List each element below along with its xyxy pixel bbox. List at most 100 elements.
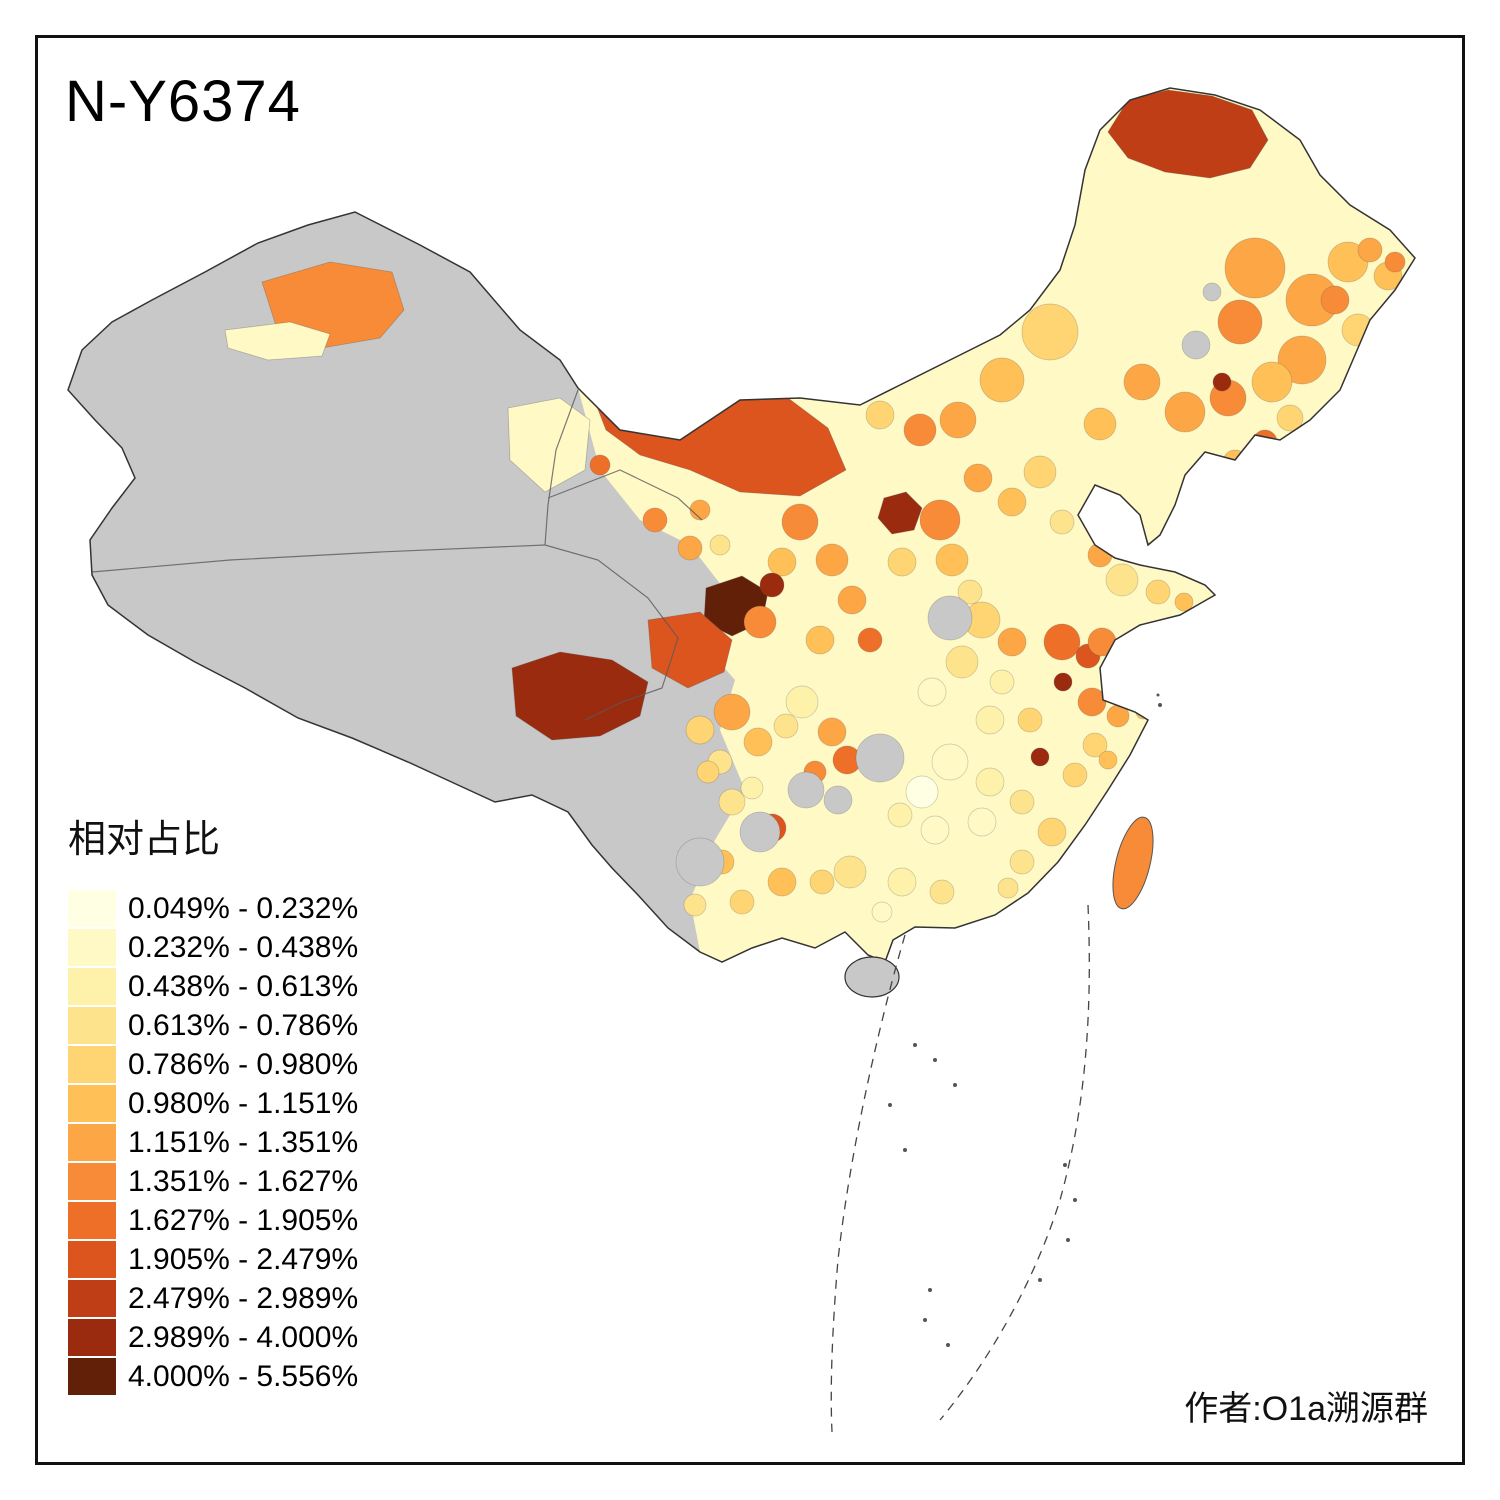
prefecture-cell (1105, 563, 1139, 597)
prefecture-cell (1098, 750, 1118, 770)
prefecture-cell (1251, 361, 1293, 403)
legend-item: 0.232% - 0.438% (68, 928, 358, 967)
prefecture-cell (677, 535, 703, 561)
prefecture-cell (1145, 579, 1171, 605)
prefecture-cell (1110, 650, 1134, 674)
author-credit: 作者:O1a溯源群 (1184, 1390, 1428, 1428)
south-china-sea-islands (888, 693, 1162, 1347)
prefecture-cell (903, 413, 937, 447)
legend: 相对占比 0.049% - 0.232% 0.232% - 0.438% 0.438… (68, 808, 358, 1396)
prefecture-cell (1384, 251, 1406, 273)
legend-title: 相对占比 (68, 819, 221, 861)
prefecture-cell (696, 760, 720, 784)
legend-item: 0.438% - 0.613% (68, 967, 358, 1006)
legend-swatch (68, 929, 116, 966)
no-data-cell (1181, 330, 1211, 360)
no-data-cell (823, 785, 853, 815)
prefecture-cell (1030, 747, 1050, 767)
prefecture-patch (647, 611, 733, 689)
legend-swatch (68, 1358, 116, 1395)
prefecture-cell (759, 572, 785, 598)
legend-item: 4.000% - 5.556% (68, 1357, 358, 1396)
prefecture-cell (1276, 404, 1304, 432)
legend-swatch (68, 890, 116, 927)
prefecture-cell (767, 547, 797, 577)
legend-swatch (68, 1202, 116, 1239)
prefecture-cell (713, 693, 751, 731)
prefecture-cell (815, 543, 849, 577)
country-outline (67, 87, 1416, 963)
prefecture-cell (1009, 849, 1035, 875)
no-data-cell (855, 733, 905, 783)
prefecture-patch (224, 321, 331, 361)
prefecture-cell (919, 499, 961, 541)
province-borders (91, 389, 703, 721)
prefecture-cell (1087, 627, 1117, 657)
prefecture-cell (1043, 623, 1081, 661)
prefecture-cell (589, 454, 611, 476)
prefecture-cell (1224, 237, 1286, 299)
prefecture-cell (1357, 237, 1383, 263)
legend-label: 0.438% - 0.613% (128, 969, 359, 1003)
prefecture-cell (1341, 313, 1375, 347)
legend-label: 1.627% - 1.905% (128, 1203, 359, 1237)
prefecture-cell (1077, 687, 1107, 717)
legend-item: 1.151% - 1.351% (68, 1123, 358, 1162)
prefecture-cell (837, 585, 867, 615)
prefecture-cell (871, 901, 893, 923)
prefecture-cell (857, 627, 883, 653)
no-data-cell (739, 811, 781, 853)
prefecture-cell (865, 400, 895, 430)
prefecture-cell (1217, 299, 1263, 345)
prefecture-cell (1083, 407, 1117, 441)
prefecture-cell (817, 717, 847, 747)
prefecture-cell (887, 547, 917, 577)
prefecture-cell (685, 715, 715, 745)
prefecture-cell (1123, 363, 1161, 401)
prefecture-cell (1082, 732, 1108, 758)
data-region-base (578, 88, 1415, 962)
prefecture-cell (833, 855, 867, 889)
prefecture-cell (743, 605, 777, 639)
prefecture-cell (997, 487, 1027, 517)
prefecture-cell (939, 401, 977, 439)
legend-swatch (68, 1280, 116, 1317)
prefecture-cell (805, 625, 835, 655)
no-data-cell (675, 837, 725, 887)
prefecture-cell (767, 867, 797, 897)
prefecture-cell (1222, 449, 1248, 475)
prefecture-cell (1017, 707, 1043, 733)
prefecture-cell (957, 579, 983, 605)
prefecture-cell (1062, 762, 1088, 788)
no-data-cell (927, 595, 973, 641)
legend-label: 0.786% - 0.980% (128, 1047, 359, 1081)
prefecture-cell (781, 503, 819, 541)
legend-swatch (68, 1046, 116, 1083)
legend-label: 0.049% - 0.232% (128, 891, 359, 925)
legend-label: 1.151% - 1.351% (128, 1125, 359, 1159)
prefecture-cell (945, 645, 979, 679)
prefecture-cell (785, 685, 819, 719)
legend-swatch (68, 1319, 116, 1356)
prefecture-cell (929, 879, 955, 905)
plot-title: N-Y6374 (65, 69, 301, 134)
prefecture-cell (1164, 391, 1206, 433)
prefecture-cell (1049, 509, 1075, 535)
prefecture-cell (1087, 542, 1113, 568)
legend-label: 0.980% - 1.151% (128, 1086, 359, 1120)
legend-label: 1.905% - 2.479% (128, 1242, 359, 1276)
prefecture-cell (689, 499, 711, 521)
prefecture-cell (1052, 862, 1072, 882)
prefecture-cell (1277, 335, 1327, 385)
prefecture-cell (979, 357, 1025, 403)
legend-swatch (68, 1241, 116, 1278)
prefecture-cell (709, 534, 731, 556)
prefecture-cell (997, 877, 1019, 899)
prefecture-cell (743, 727, 773, 757)
legend-swatch (68, 1085, 116, 1122)
prefecture-cell (989, 669, 1015, 695)
legend-label: 4.000% - 5.556% (128, 1359, 359, 1393)
legend-item: 0.786% - 0.980% (68, 1045, 358, 1084)
prefecture-cell (920, 815, 950, 845)
prefecture-patch (877, 491, 923, 535)
